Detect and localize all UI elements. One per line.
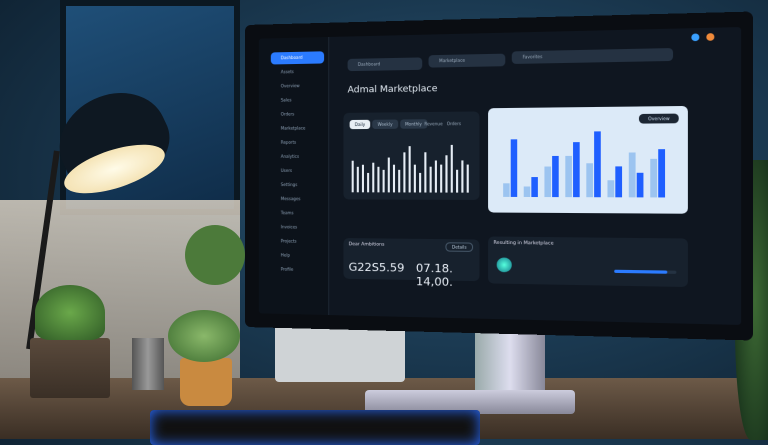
bar	[372, 162, 375, 193]
bar	[503, 183, 510, 197]
bar	[419, 172, 422, 193]
sidebar-item[interactable]: Marketplace	[280, 125, 306, 131]
dashboard-screen: Dashboard Assets Overview Sales Orders Market…	[258, 27, 742, 325]
range-button[interactable]: Monthly	[399, 119, 428, 129]
overview-button[interactable]: Overview	[639, 113, 679, 124]
bar	[434, 160, 437, 193]
small-plant	[168, 310, 240, 362]
bar	[377, 166, 380, 193]
market-card: Resulting in Marketplace	[488, 236, 688, 288]
stats-title: Dear Ambitions	[348, 242, 385, 248]
bar	[628, 152, 636, 198]
bar	[466, 164, 469, 193]
bar	[573, 142, 580, 198]
globe-icon	[496, 257, 512, 273]
sidebar-item[interactable]: Reports	[280, 139, 297, 145]
sidebar-item[interactable]: Users	[280, 167, 293, 173]
bar	[658, 148, 666, 198]
progress-bar	[614, 269, 677, 274]
stat-value-1: G22S5.59	[348, 260, 405, 275]
page-title: Admal Marketplace	[347, 83, 438, 96]
sidebar-item[interactable]: Projects	[280, 238, 297, 244]
details-button[interactable]: Details	[445, 242, 474, 252]
bar	[408, 146, 411, 193]
plant-pot	[30, 338, 110, 398]
bar	[544, 166, 552, 198]
tab-3[interactable]: Favorites	[511, 48, 674, 64]
sidebar-item[interactable]: Invoices	[280, 224, 298, 230]
sidebar-item[interactable]: Assets	[280, 69, 294, 75]
market-title: Resulting in Marketplace	[493, 240, 554, 247]
bar	[429, 166, 432, 193]
bar	[387, 157, 390, 193]
bar	[445, 155, 448, 193]
bar	[351, 160, 354, 193]
bar	[456, 169, 459, 193]
tab-1[interactable]: Dashboard	[347, 57, 423, 72]
pen-holder	[132, 338, 164, 390]
bar	[510, 139, 518, 197]
avatar[interactable]	[691, 33, 700, 42]
bar	[565, 155, 572, 198]
stat-value-2: 07.18. 14,00.	[415, 261, 453, 289]
bar	[356, 166, 359, 193]
bar	[361, 164, 364, 193]
stats-card: Dear Ambitions Details G22S5.59 07.18. 1…	[343, 238, 480, 289]
sidebar-item[interactable]: Messages	[280, 196, 301, 202]
tab-2[interactable]: Marketplace	[428, 53, 506, 68]
sidebar-item[interactable]: Overview	[280, 83, 300, 89]
range-button[interactable]: Weekly	[372, 119, 398, 129]
bar	[392, 164, 396, 193]
bar	[424, 152, 427, 193]
left-bar-chart	[351, 141, 472, 193]
bar	[531, 176, 538, 198]
bar	[440, 164, 443, 193]
left-chart-card: Daily Weekly Monthly Revenue Orders	[343, 111, 480, 200]
sidebar-item[interactable]: Dashboard	[270, 51, 325, 65]
sidebar-item[interactable]: Analytics	[280, 153, 300, 159]
notification-icon[interactable]	[706, 33, 715, 41]
sidebar-item[interactable]: Profile	[280, 266, 294, 272]
right-chart-card: Overview	[488, 105, 688, 214]
bar	[523, 186, 531, 198]
bar	[594, 131, 601, 198]
right-bar-chart	[503, 128, 681, 198]
sidebar-item[interactable]: Teams	[280, 210, 294, 216]
bar	[413, 164, 416, 193]
succulent-plant	[35, 285, 105, 340]
bar	[636, 173, 644, 198]
range-button[interactable]: Daily	[349, 119, 371, 130]
bar	[398, 169, 401, 193]
sidebar-item[interactable]: Help	[280, 252, 290, 258]
bar	[403, 152, 406, 193]
sidebar-item[interactable]: Settings	[280, 182, 298, 188]
sidebar: Dashboard Assets Overview Sales Orders Market…	[258, 36, 330, 316]
bar	[461, 160, 464, 193]
plant-pot-small	[180, 358, 232, 406]
sidebar-item[interactable]: Sales	[280, 97, 292, 103]
bar	[382, 169, 385, 193]
bar	[586, 162, 593, 198]
monitor: Dashboard Assets Overview Sales Orders Market…	[245, 11, 753, 341]
bar	[615, 166, 623, 198]
keyboard	[150, 410, 480, 445]
bar	[552, 155, 559, 198]
bar	[607, 179, 615, 198]
bar	[367, 172, 370, 193]
bar	[450, 144, 453, 193]
legend-orders: Orders	[446, 120, 462, 127]
plant-shelf	[185, 225, 245, 285]
bar	[650, 159, 658, 198]
sidebar-item[interactable]: Orders	[280, 111, 295, 117]
legend-revenue: Revenue	[424, 121, 443, 127]
